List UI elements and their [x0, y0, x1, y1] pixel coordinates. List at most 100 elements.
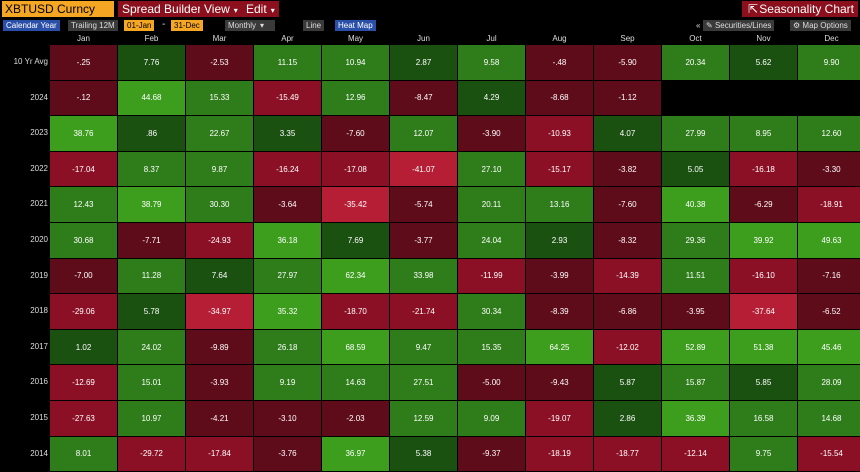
trailing-12m-button[interactable]: Trailing 12M: [68, 20, 118, 31]
heatmap-cell[interactable]: -3.99: [526, 258, 593, 294]
end-date-field[interactable]: 31-Dec: [171, 20, 203, 31]
heatmap-cell[interactable]: 14.68: [798, 401, 860, 436]
heatmap-cell[interactable]: -16.10: [730, 258, 797, 294]
heatmap-cell[interactable]: 26.18: [254, 329, 321, 365]
heatmap-cell[interactable]: 27.97: [254, 258, 321, 294]
heatmap-cell[interactable]: -12.02: [594, 329, 661, 365]
heatmap-cell[interactable]: -34.97: [186, 294, 253, 329]
heatmap-cell[interactable]: -8.47: [390, 80, 457, 116]
heatmap-cell[interactable]: -3.77: [390, 223, 457, 258]
heatmap-cell[interactable]: 9.90: [798, 45, 860, 80]
heatmap-cell[interactable]: 15.35: [458, 329, 525, 365]
heatmap-cell[interactable]: -9.37: [458, 436, 525, 472]
heatmap-cell[interactable]: 36.18: [254, 223, 321, 258]
heatmap-cell[interactable]: -41.07: [390, 151, 457, 187]
heatmap-cell[interactable]: 4.29: [458, 80, 525, 116]
heat-map-button[interactable]: Heat Map: [335, 20, 376, 31]
heatmap-cell[interactable]: -5.90: [594, 45, 661, 80]
heatmap-cell[interactable]: 10.97: [118, 401, 185, 436]
chart-title-box[interactable]: ⇱ Seasonality Chart: [742, 1, 858, 17]
securities-lines-button[interactable]: ✎ Securities/Lines: [703, 20, 775, 31]
heatmap-cell[interactable]: 24.04: [458, 223, 525, 258]
heatmap-cell[interactable]: 9.58: [458, 45, 525, 80]
heatmap-cell[interactable]: -18.77: [594, 436, 661, 472]
collapse-icon[interactable]: «: [696, 21, 701, 30]
heatmap-cell[interactable]: 2.86: [594, 401, 661, 436]
heatmap-cell[interactable]: -.12: [50, 80, 117, 116]
heatmap-cell[interactable]: -16.18: [730, 151, 797, 187]
heatmap-cell[interactable]: 20.11: [458, 187, 525, 222]
heatmap-cell[interactable]: -18.70: [322, 294, 389, 329]
heatmap-cell[interactable]: -7.60: [594, 187, 661, 222]
heatmap-cell[interactable]: -15.54: [798, 436, 860, 472]
heatmap-cell[interactable]: -3.64: [254, 187, 321, 222]
heatmap-cell[interactable]: 40.38: [662, 187, 729, 222]
heatmap-cell[interactable]: 27.10: [458, 151, 525, 187]
heatmap-cell[interactable]: 62.34: [322, 258, 389, 294]
heatmap-cell[interactable]: 1.02: [50, 329, 117, 365]
heatmap-cell[interactable]: -2.53: [186, 45, 253, 80]
heatmap-cell[interactable]: 36.97: [322, 436, 389, 472]
heatmap-cell[interactable]: 12.96: [322, 80, 389, 116]
heatmap-cell[interactable]: 68.59: [322, 329, 389, 365]
heatmap-cell[interactable]: -7.60: [322, 116, 389, 151]
heatmap-cell[interactable]: 35.32: [254, 294, 321, 329]
line-view-button[interactable]: Line: [303, 20, 325, 31]
heatmap-cell[interactable]: 49.63: [798, 223, 860, 258]
heatmap-cell[interactable]: -8.68: [526, 80, 593, 116]
heatmap-cell[interactable]: -19.07: [526, 401, 593, 436]
heatmap-cell[interactable]: 38.76: [50, 116, 117, 151]
heatmap-cell[interactable]: -7.71: [118, 223, 185, 258]
heatmap-cell[interactable]: 45.46: [798, 329, 860, 365]
heatmap-cell[interactable]: 20.34: [662, 45, 729, 80]
heatmap-cell[interactable]: 15.01: [118, 365, 185, 400]
heatmap-cell[interactable]: -18.91: [798, 187, 860, 222]
heatmap-cell[interactable]: -3.76: [254, 436, 321, 472]
heatmap-cell[interactable]: 27.51: [390, 365, 457, 400]
heatmap-cell[interactable]: -6.29: [730, 187, 797, 222]
heatmap-cell[interactable]: -3.95: [662, 294, 729, 329]
ticker-field[interactable]: XBTUSD Curncy: [2, 1, 114, 17]
heatmap-cell[interactable]: -21.74: [390, 294, 457, 329]
heatmap-cell[interactable]: -14.39: [594, 258, 661, 294]
period-select[interactable]: Monthly ▾: [225, 20, 275, 31]
heatmap-cell[interactable]: 7.64: [186, 258, 253, 294]
heatmap-cell[interactable]: 12.59: [390, 401, 457, 436]
heatmap-cell[interactable]: 2.93: [526, 223, 593, 258]
heatmap-cell[interactable]: -29.72: [118, 436, 185, 472]
heatmap-cell[interactable]: 5.78: [118, 294, 185, 329]
heatmap-cell[interactable]: 8.37: [118, 151, 185, 187]
calendar-year-button[interactable]: Calendar Year: [3, 20, 60, 31]
heatmap-cell[interactable]: 13.16: [526, 187, 593, 222]
heatmap-cell[interactable]: 30.30: [186, 187, 253, 222]
heatmap-cell[interactable]: 39.92: [730, 223, 797, 258]
view-menu[interactable]: View ▾: [200, 1, 242, 17]
heatmap-cell[interactable]: -37.64: [730, 294, 797, 329]
heatmap-cell[interactable]: 10.94: [322, 45, 389, 80]
heatmap-cell[interactable]: -17.84: [186, 436, 253, 472]
heatmap-cell[interactable]: -6.52: [798, 294, 860, 329]
heatmap-cell[interactable]: 30.68: [50, 223, 117, 258]
heatmap-cell[interactable]: -9.89: [186, 329, 253, 365]
heatmap-cell[interactable]: -15.17: [526, 151, 593, 187]
heatmap-cell[interactable]: -27.63: [50, 401, 117, 436]
heatmap-cell[interactable]: -29.06: [50, 294, 117, 329]
heatmap-cell[interactable]: .86: [118, 116, 185, 151]
heatmap-cell[interactable]: 14.63: [322, 365, 389, 400]
heatmap-cell[interactable]: -11.99: [458, 258, 525, 294]
heatmap-cell[interactable]: 29.36: [662, 223, 729, 258]
heatmap-cell[interactable]: -.48: [526, 45, 593, 80]
heatmap-cell[interactable]: 11.15: [254, 45, 321, 80]
heatmap-cell[interactable]: 52.89: [662, 329, 729, 365]
edit-menu[interactable]: Edit ▾: [242, 1, 279, 17]
heatmap-cell[interactable]: -16.24: [254, 151, 321, 187]
heatmap-cell[interactable]: 11.28: [118, 258, 185, 294]
heatmap-cell[interactable]: -8.39: [526, 294, 593, 329]
heatmap-cell[interactable]: 27.99: [662, 116, 729, 151]
heatmap-cell[interactable]: 5.05: [662, 151, 729, 187]
heatmap-cell[interactable]: -10.93: [526, 116, 593, 151]
heatmap-cell[interactable]: 9.87: [186, 151, 253, 187]
heatmap-cell[interactable]: -4.21: [186, 401, 253, 436]
heatmap-cell[interactable]: 51.38: [730, 329, 797, 365]
heatmap-cell[interactable]: 36.39: [662, 401, 729, 436]
